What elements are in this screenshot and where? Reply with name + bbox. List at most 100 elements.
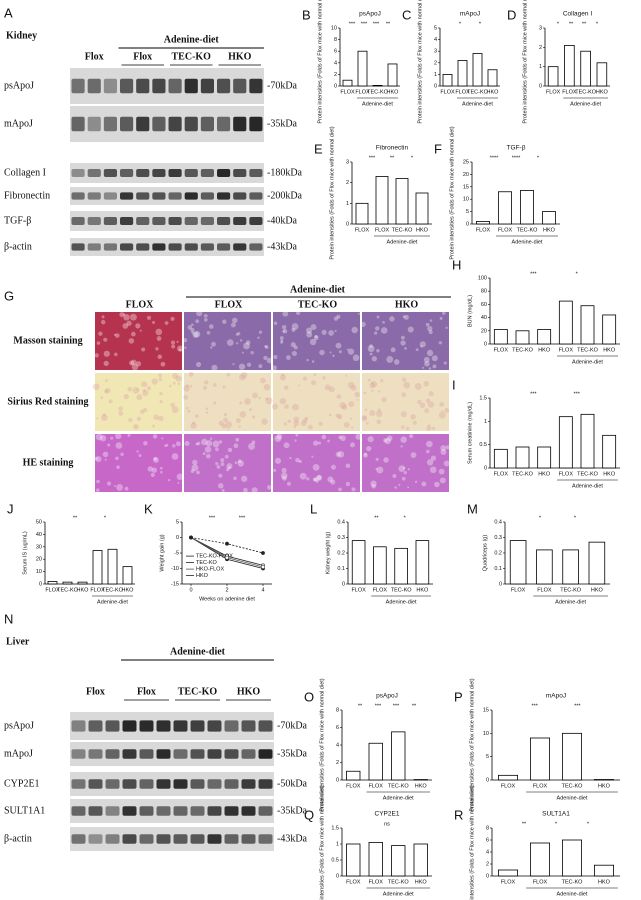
blot-band [87, 217, 101, 225]
stain-texture [280, 339, 283, 342]
stain-texture [377, 390, 381, 393]
blot-band [184, 169, 198, 177]
x-tick-label: HKO [598, 783, 611, 789]
stain-texture [138, 454, 142, 458]
stain-texture [118, 411, 124, 416]
bar [351, 540, 366, 585]
blot-band [190, 834, 205, 844]
chart-title: Fibronectin [376, 145, 409, 152]
x-tick-label: TEC-KO [560, 587, 582, 593]
blot-band [122, 749, 137, 759]
blot-band [120, 217, 134, 225]
bar [395, 178, 409, 225]
x-tick-label: FLOX [494, 347, 509, 353]
blot-band [207, 806, 222, 816]
stain-texture [298, 459, 302, 464]
stain-texture [239, 374, 246, 381]
annotation: *** [373, 21, 380, 27]
blot-band [71, 243, 85, 251]
blot-band [258, 749, 273, 759]
stain-image [273, 312, 360, 370]
stain-texture [330, 464, 336, 470]
stain-texture [240, 371, 248, 379]
x-tick-label: FLOX [546, 89, 561, 95]
stain-texture [438, 411, 446, 419]
panel-letter: I [452, 377, 456, 392]
stain-texture [376, 315, 380, 319]
stain-texture [402, 377, 407, 382]
bar [487, 69, 498, 87]
blot-band [152, 78, 166, 94]
stain-texture [427, 424, 431, 427]
stain-texture [403, 381, 411, 389]
group-label: Flox [86, 686, 105, 697]
bar [391, 845, 406, 877]
row-label: mApoJ [4, 748, 33, 759]
stain-texture [400, 335, 405, 340]
row-label: Masson staining [13, 335, 82, 346]
blot-band [139, 749, 154, 759]
stain-texture [366, 445, 372, 452]
stain-texture [392, 473, 397, 479]
blot-band [249, 169, 263, 177]
group-label: Adenine-diet [383, 891, 414, 897]
blot-band [173, 779, 188, 789]
stain-texture [281, 475, 287, 481]
y-tick-label: 4 [486, 849, 489, 855]
stain-texture [227, 447, 233, 453]
stain-texture [401, 392, 407, 398]
panel-letter: R [454, 807, 463, 822]
x-tick-label: TEC-KO [392, 227, 414, 233]
stain-texture [263, 355, 268, 360]
y-tick-label: 30 [36, 544, 42, 550]
x-tick-label: FLOX [346, 783, 361, 789]
stain-texture [318, 421, 323, 426]
y-tick-label: 0 [486, 873, 489, 879]
stain-texture [222, 319, 227, 324]
x-tick-label: TEC-KO [517, 227, 539, 233]
stain-texture [185, 384, 189, 388]
x-tick-label: TEC-KO [512, 471, 534, 477]
blot-band [224, 749, 239, 759]
stain-texture [234, 461, 238, 464]
stain-texture [377, 408, 381, 412]
blot-band [224, 779, 239, 789]
stain-texture [157, 354, 163, 360]
blot-band [120, 116, 134, 132]
y-axis-label: Protein intensities (Folds of Flox mice … [449, 126, 455, 259]
stain-texture [346, 348, 349, 351]
y-tick-label: 3 [346, 159, 349, 165]
stain-texture [335, 342, 342, 349]
bar [564, 45, 575, 87]
annotation: *** [573, 391, 580, 397]
point [189, 535, 193, 540]
stain-texture [369, 352, 373, 356]
stain-texture [415, 348, 419, 352]
blot-band [103, 116, 117, 132]
legend-label: HKO-FLOX [196, 567, 224, 573]
annotation: * [537, 155, 540, 161]
blot-band [217, 217, 231, 225]
stain-texture [304, 416, 309, 421]
stain-texture [371, 356, 378, 362]
stain-texture [184, 346, 187, 349]
bar [602, 434, 617, 469]
stain-texture [132, 386, 140, 394]
stain-texture [102, 413, 107, 417]
stain-texture [439, 402, 445, 407]
blot-strip [70, 742, 274, 766]
stain-texture [135, 323, 141, 329]
stain-texture [393, 359, 400, 365]
stain-texture [258, 396, 261, 400]
stain-texture [101, 319, 106, 325]
stain-texture [239, 339, 243, 342]
stain-texture [263, 383, 271, 391]
bar [530, 842, 551, 877]
stain-texture [421, 481, 427, 487]
stain-texture [273, 468, 277, 472]
blot-band [139, 834, 154, 844]
annotation: *** [369, 155, 376, 161]
blot-band [139, 720, 154, 732]
stain-texture [425, 322, 430, 327]
x-tick-label: FLOX [511, 587, 526, 593]
